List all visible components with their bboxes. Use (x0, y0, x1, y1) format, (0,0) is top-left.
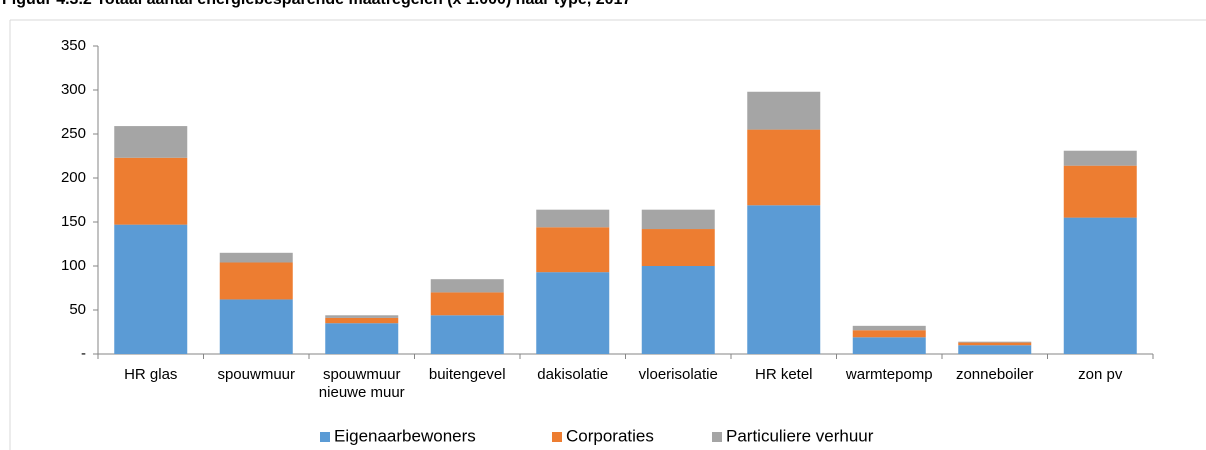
chart-title: Figuur 4.3.2 Totaal aantal energiebespar… (2, 0, 631, 9)
y-tick-label: 300 (61, 81, 86, 98)
bar-segment (430, 279, 504, 293)
bar-segment (852, 325, 926, 331)
bar-segment (641, 209, 715, 230)
x-tick-label: spouwmuur (217, 366, 296, 383)
x-tick-label: warmtepomp (845, 366, 933, 383)
bar-segment (114, 126, 188, 158)
bar-segment (852, 337, 926, 354)
y-tick-label: 100 (61, 257, 86, 274)
bar-segment (958, 345, 1032, 354)
bar-segment (219, 252, 293, 263)
x-tick-label: zonneboiler (955, 366, 1034, 383)
x-tick-label: spouwmuur nieuwe muur (318, 366, 405, 401)
legend-swatch (320, 432, 330, 442)
bar-segment (641, 266, 715, 354)
legend-swatch (712, 432, 722, 442)
legend-label: Eigenaarbewoners (334, 426, 476, 445)
legend-label: Particuliere verhuur (726, 426, 874, 445)
bar-segment (536, 209, 610, 228)
bar-segment (1063, 217, 1137, 354)
x-tick-label: HR glas (124, 366, 178, 383)
bar-segment (747, 129, 821, 206)
bar-segment (325, 323, 399, 354)
y-tick-label: 50 (69, 301, 86, 318)
bar-segment (536, 272, 610, 354)
bar-segment (219, 299, 293, 354)
bar-segment (747, 91, 821, 130)
legend-swatch (552, 432, 562, 442)
x-tick-label: zon pv (1078, 366, 1123, 383)
y-tick-label: 150 (61, 213, 86, 230)
bar-segment (747, 205, 821, 354)
bar-segment (641, 229, 715, 266)
x-tick-label: dakisolatie (537, 366, 609, 383)
bar-segment (325, 317, 399, 324)
x-tick-label: vloerisolatie (638, 366, 718, 383)
bar-segment (958, 342, 1032, 346)
bar-segment (430, 292, 504, 316)
bar-segment (114, 157, 188, 225)
legend-label: Corporaties (566, 426, 654, 445)
bar-segment (536, 227, 610, 273)
y-tick-label: 250 (61, 125, 86, 142)
bar-segment (430, 315, 504, 354)
bar-segment (325, 315, 399, 318)
x-tick-label: HR ketel (754, 366, 813, 383)
bar-segment (852, 330, 926, 338)
y-tick-label: - (81, 345, 86, 362)
y-tick-label: 200 (61, 169, 86, 186)
bar-segment (114, 224, 188, 354)
x-tick-label: buitengevel (428, 366, 506, 383)
y-tick-label: 350 (61, 37, 86, 54)
bar-segment (958, 341, 1032, 343)
bar-segment (1063, 165, 1137, 218)
bar-segment (219, 262, 293, 300)
bar-segment (1063, 150, 1137, 166)
